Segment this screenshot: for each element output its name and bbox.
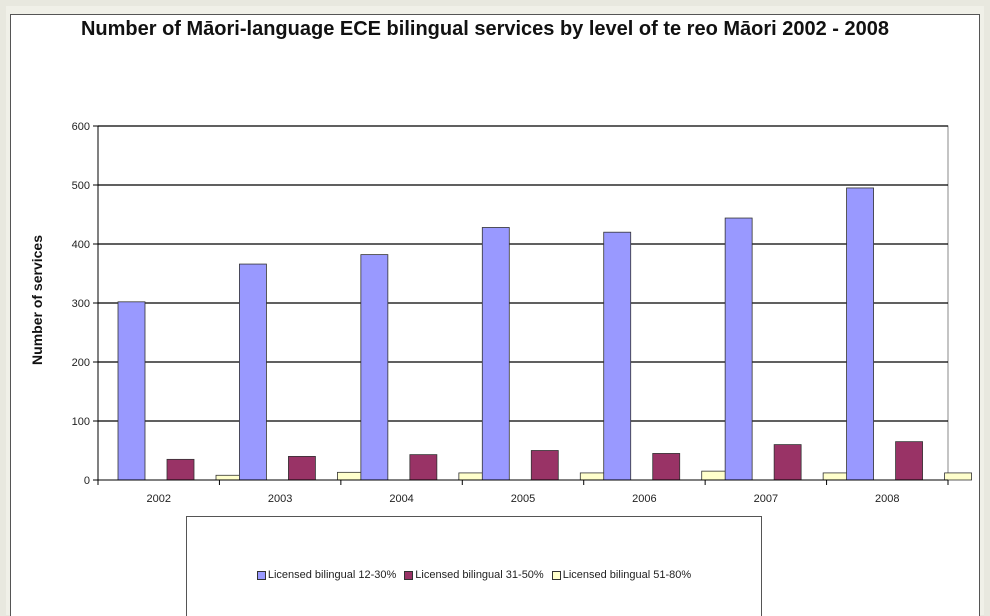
y-axis-label: Number of services [29, 235, 45, 365]
legend-label: Licensed bilingual 51-80% [562, 569, 692, 581]
bar-1 [239, 263, 267, 481]
bar-1 [846, 187, 874, 481]
bar-2 [409, 454, 438, 481]
bar-2 [530, 450, 559, 481]
chart-legend: Licensed bilingual 12-30% Licensed biling… [186, 516, 762, 616]
x-tick-label: 2004 [389, 493, 413, 505]
bar-1 [724, 217, 753, 481]
legend-item: Licensed bilingual 12-30% [256, 569, 397, 581]
x-tick-label: 2002 [146, 493, 170, 505]
bar-2 [652, 453, 681, 481]
bar-2 [773, 444, 802, 481]
bar-3 [215, 474, 244, 481]
bar-3 [701, 470, 730, 481]
x-tick-label: 2006 [632, 493, 656, 505]
bar-2 [895, 441, 923, 481]
y-tick-label: 100 [72, 416, 90, 428]
bar-2 [288, 455, 316, 481]
x-tick-label: 2007 [754, 493, 778, 505]
y-tick-label: 200 [72, 357, 90, 369]
x-tick-label: 2005 [511, 493, 535, 505]
bar-3 [579, 472, 608, 481]
bar-2 [166, 458, 195, 481]
bar-3 [458, 472, 487, 481]
legend-item: Licensed bilingual 51-80% [551, 569, 692, 581]
y-tick-label: 600 [72, 121, 90, 133]
chart-title: Number of Māori-language ECE bilingual s… [80, 18, 890, 40]
y-tick-label: 300 [72, 298, 90, 310]
bar-1 [117, 301, 146, 481]
legend-item: Licensed bilingual 31-50% [404, 569, 544, 581]
bar-3 [944, 472, 972, 481]
bar-1 [603, 231, 632, 481]
legend-label: Licensed bilingual 12-30% [267, 569, 397, 581]
bar-3 [822, 472, 851, 481]
bar-3 [337, 471, 365, 481]
legend-swatch [404, 570, 414, 580]
x-tick-label: 2008 [875, 493, 899, 505]
bar-1 [360, 254, 389, 481]
y-tick-label: 400 [72, 239, 90, 251]
y-tick-label: 500 [72, 180, 90, 192]
x-tick-label: 2003 [268, 493, 292, 505]
y-tick-label: 0 [84, 475, 90, 487]
legend-swatch [256, 570, 266, 580]
legend-label: Licensed bilingual 31-50% [415, 569, 544, 581]
legend-swatch [551, 570, 561, 580]
bar-1 [481, 227, 510, 481]
